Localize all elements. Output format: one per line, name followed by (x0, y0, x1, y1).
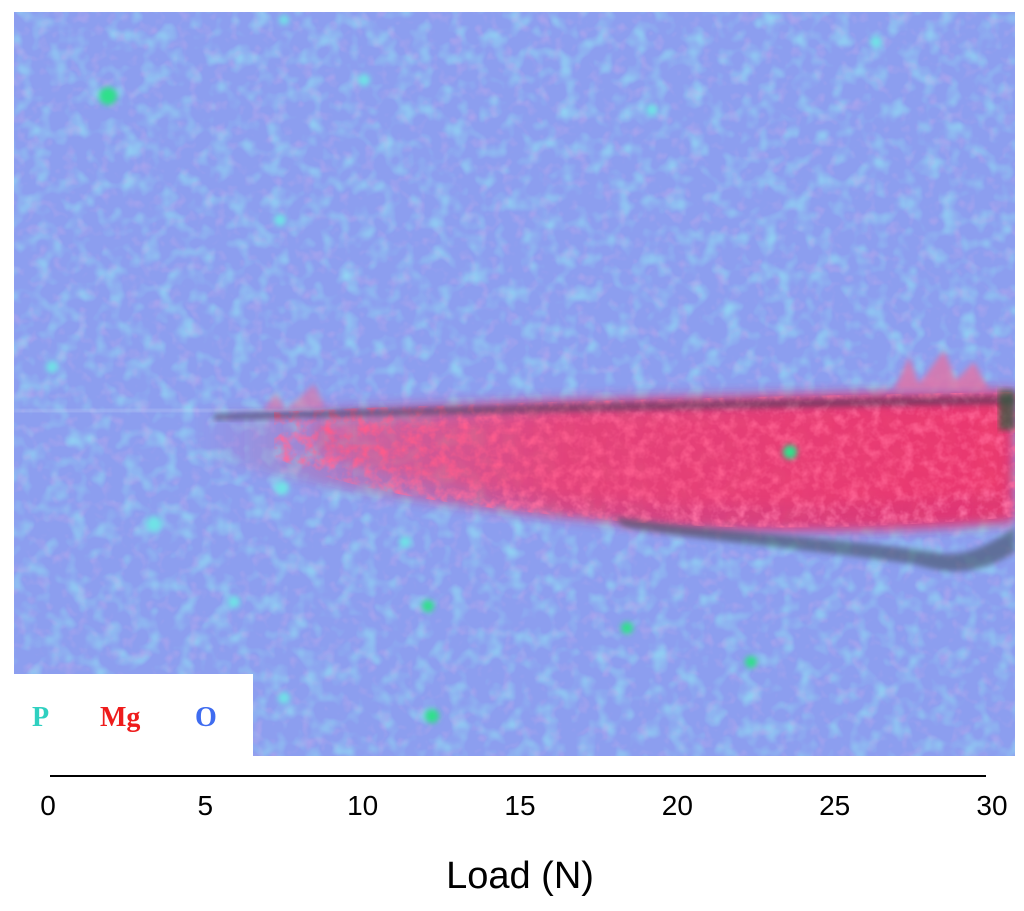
phosphorus-spots (46, 15, 882, 723)
elemental-map-image (14, 12, 1015, 756)
load-axis-line (50, 775, 986, 777)
element-legend: P Mg O (14, 674, 253, 756)
load-tick-label: 0 (40, 790, 56, 821)
elemental-map-svg (14, 12, 1015, 756)
load-tick-label: 5 (197, 790, 214, 821)
legend-magnesium-label: Mg (100, 702, 141, 733)
legend-phosphorus-label: P (32, 702, 50, 733)
load-tick-label: 30 (976, 790, 1008, 821)
load-tick-label: 15 (504, 790, 536, 821)
load-axis-title: Load (N) (446, 855, 594, 897)
legend-oxygen-label: O (195, 702, 217, 733)
load-tick-label: 25 (819, 790, 851, 821)
load-tick-label: 10 (347, 790, 379, 821)
load-tick-label: 20 (661, 790, 693, 821)
